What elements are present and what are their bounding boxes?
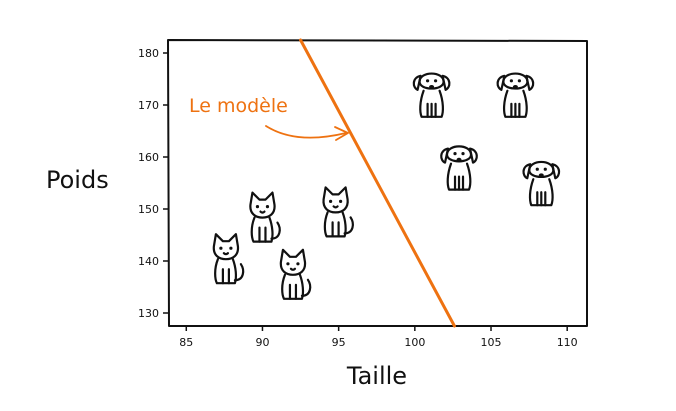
y-tick-label: 140 [138, 255, 159, 268]
model-line [299, 38, 456, 328]
y-tick-label: 150 [138, 203, 159, 216]
y-axis-label: Poids [46, 166, 109, 194]
y-tick-label: 130 [138, 307, 159, 320]
x-axis-label: Taille [346, 362, 407, 390]
y-tick-label: 160 [138, 151, 159, 164]
dog-icon [440, 145, 478, 191]
annotation-arrow [265, 125, 347, 139]
dog-icon [522, 160, 561, 207]
cat-icon [212, 233, 245, 285]
y-tick-label: 170 [138, 99, 159, 112]
y-tick-label: 180 [138, 47, 159, 60]
cat-icon [322, 186, 354, 238]
dog-icon [496, 72, 535, 118]
x-tick-label: 110 [557, 336, 578, 349]
x-tick-label: 100 [404, 336, 425, 349]
x-tick-label: 85 [179, 336, 193, 349]
cat-icon [279, 248, 312, 300]
model-annotation-label: Le modèle [189, 95, 288, 117]
cat-icon [249, 191, 281, 243]
plot-frame [167, 39, 588, 327]
x-tick-label: 105 [481, 336, 502, 349]
x-tick-label: 90 [255, 336, 269, 349]
dog-icon [412, 72, 451, 118]
annotation-arrowhead [334, 126, 349, 141]
x-tick-label: 95 [332, 336, 346, 349]
